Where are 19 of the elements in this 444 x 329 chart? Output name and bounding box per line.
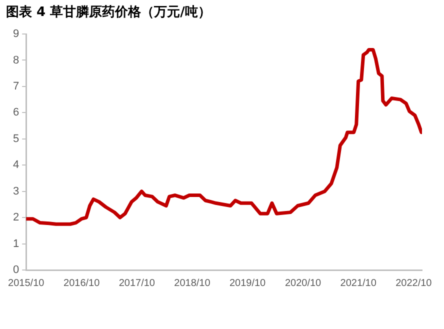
y-tick-label: 4 — [12, 159, 20, 172]
x-tick-label: 2016/10 — [64, 278, 100, 289]
y-tick-label: 1 — [12, 238, 20, 250]
y-tick-label: 5 — [12, 132, 20, 145]
x-tick-label: 2022/10 — [396, 278, 432, 289]
x-tick-label: 2018/10 — [174, 278, 211, 289]
y-tick-label: 9 — [12, 28, 20, 40]
y-tick-label: 2 — [12, 212, 20, 224]
y-tick-label: 0 — [12, 264, 20, 276]
y-tick-label: 7 — [12, 80, 20, 92]
x-tick-label: 2021/10 — [340, 278, 377, 289]
x-tick-label: 2019/10 — [229, 278, 266, 289]
y-tick-label: 6 — [12, 106, 20, 119]
y-tick-label: 3 — [12, 185, 20, 198]
y-tick-label: 8 — [12, 54, 20, 66]
chart-title: 图表 4 草甘膦原药价格（万元/吨） — [6, 4, 211, 21]
x-tick-label: 2017/10 — [118, 278, 156, 289]
x-tick-label: 2015/10 — [8, 278, 45, 289]
x-tick-label: 2020/10 — [284, 278, 322, 289]
